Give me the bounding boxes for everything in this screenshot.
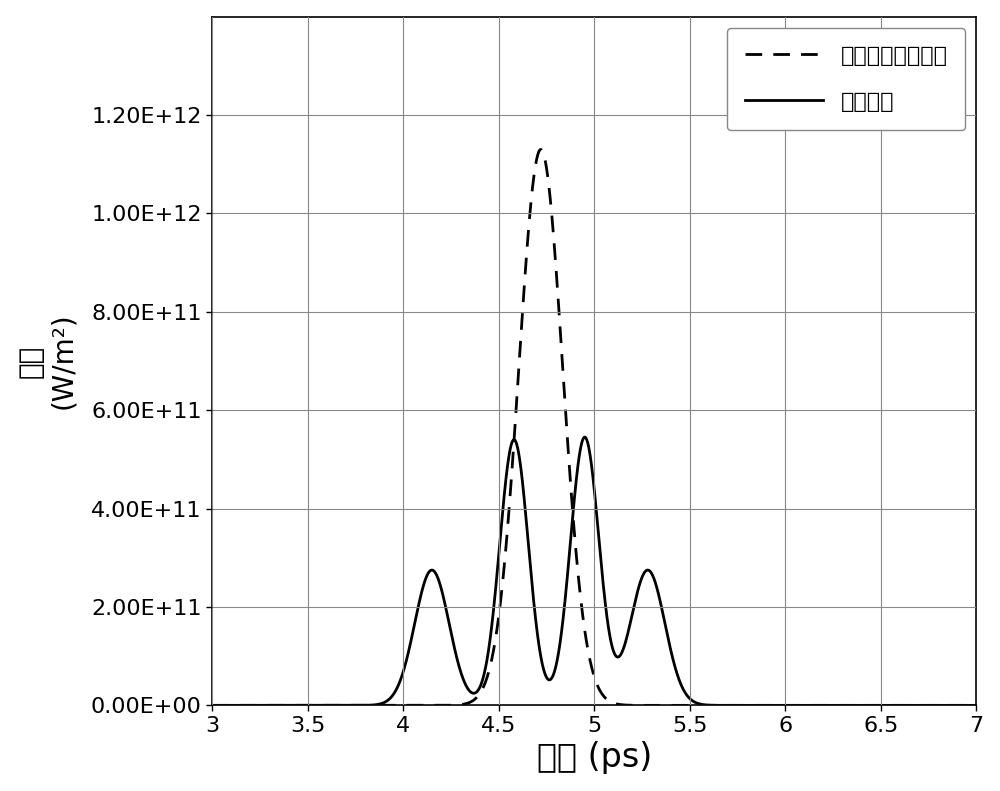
常规情况 bbox=[356, 701, 368, 710]
Line: 常规情况: 常规情况 bbox=[212, 437, 976, 706]
色散相位延迟技术 bbox=[970, 701, 982, 710]
色散相位延迟技术 bbox=[930, 701, 942, 710]
色散相位延迟技术 bbox=[356, 701, 368, 710]
色散相位延迟技术 bbox=[206, 701, 218, 710]
常规情况 bbox=[579, 433, 591, 442]
色散相位延迟技术 bbox=[210, 701, 222, 710]
常规情况 bbox=[238, 701, 250, 710]
色散相位延迟技术 bbox=[238, 701, 250, 710]
X-axis label: 时间 (ps): 时间 (ps) bbox=[537, 741, 652, 774]
Legend: 色散相位延迟技术, 常规情况: 色散相位延迟技术, 常规情况 bbox=[727, 28, 965, 130]
常规情况 bbox=[930, 701, 942, 710]
常规情况 bbox=[580, 433, 592, 443]
色散相位延迟技术 bbox=[580, 633, 592, 642]
常规情况 bbox=[206, 701, 218, 710]
常规情况 bbox=[210, 701, 222, 710]
常规情况 bbox=[252, 701, 264, 710]
色散相位延迟技术 bbox=[252, 701, 264, 710]
常规情况 bbox=[970, 701, 982, 710]
Y-axis label: 光强
(W/m²): 光强 (W/m²) bbox=[17, 312, 77, 409]
色散相位延迟技术 bbox=[535, 145, 547, 154]
Line: 色散相位延迟技术: 色散相位延迟技术 bbox=[212, 149, 976, 706]
